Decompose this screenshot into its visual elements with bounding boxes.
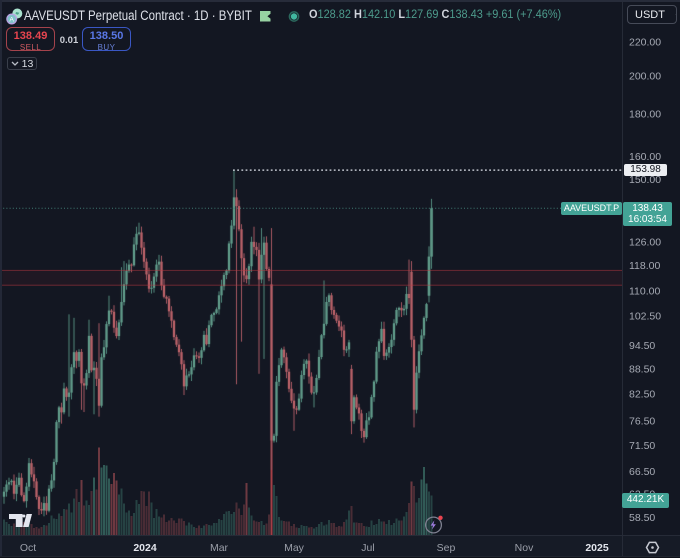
svg-text:118.00: 118.00 <box>629 260 660 272</box>
svg-text:66.50: 66.50 <box>629 466 655 478</box>
svg-text:94.50: 94.50 <box>629 340 655 352</box>
svg-text:A: A <box>9 16 14 23</box>
svg-text:Mar: Mar <box>210 542 229 554</box>
svg-text:Nov: Nov <box>515 542 534 554</box>
svg-text:58.50: 58.50 <box>629 512 655 524</box>
svg-text:220.00: 220.00 <box>629 37 661 49</box>
svg-text:150.00: 150.00 <box>629 174 661 186</box>
svg-text:110.00: 110.00 <box>629 285 660 297</box>
svg-text:2024: 2024 <box>133 542 157 554</box>
svg-text:126.00: 126.00 <box>629 237 661 249</box>
svg-text:88.50: 88.50 <box>629 363 655 375</box>
svg-text:180.00: 180.00 <box>629 109 661 121</box>
svg-text:Jul: Jul <box>361 542 374 554</box>
svg-text:Sep: Sep <box>437 542 456 554</box>
svg-text:76.50: 76.50 <box>629 416 655 428</box>
svg-text:2025: 2025 <box>585 542 609 554</box>
svg-text:160.00: 160.00 <box>629 151 661 163</box>
svg-text:71.50: 71.50 <box>629 440 655 452</box>
svg-text:Oct: Oct <box>20 542 36 554</box>
svg-text:May: May <box>284 542 305 554</box>
svg-text:102.50: 102.50 <box>629 311 661 323</box>
svg-text:200.00: 200.00 <box>629 71 661 83</box>
svg-text:82.50: 82.50 <box>629 389 655 401</box>
